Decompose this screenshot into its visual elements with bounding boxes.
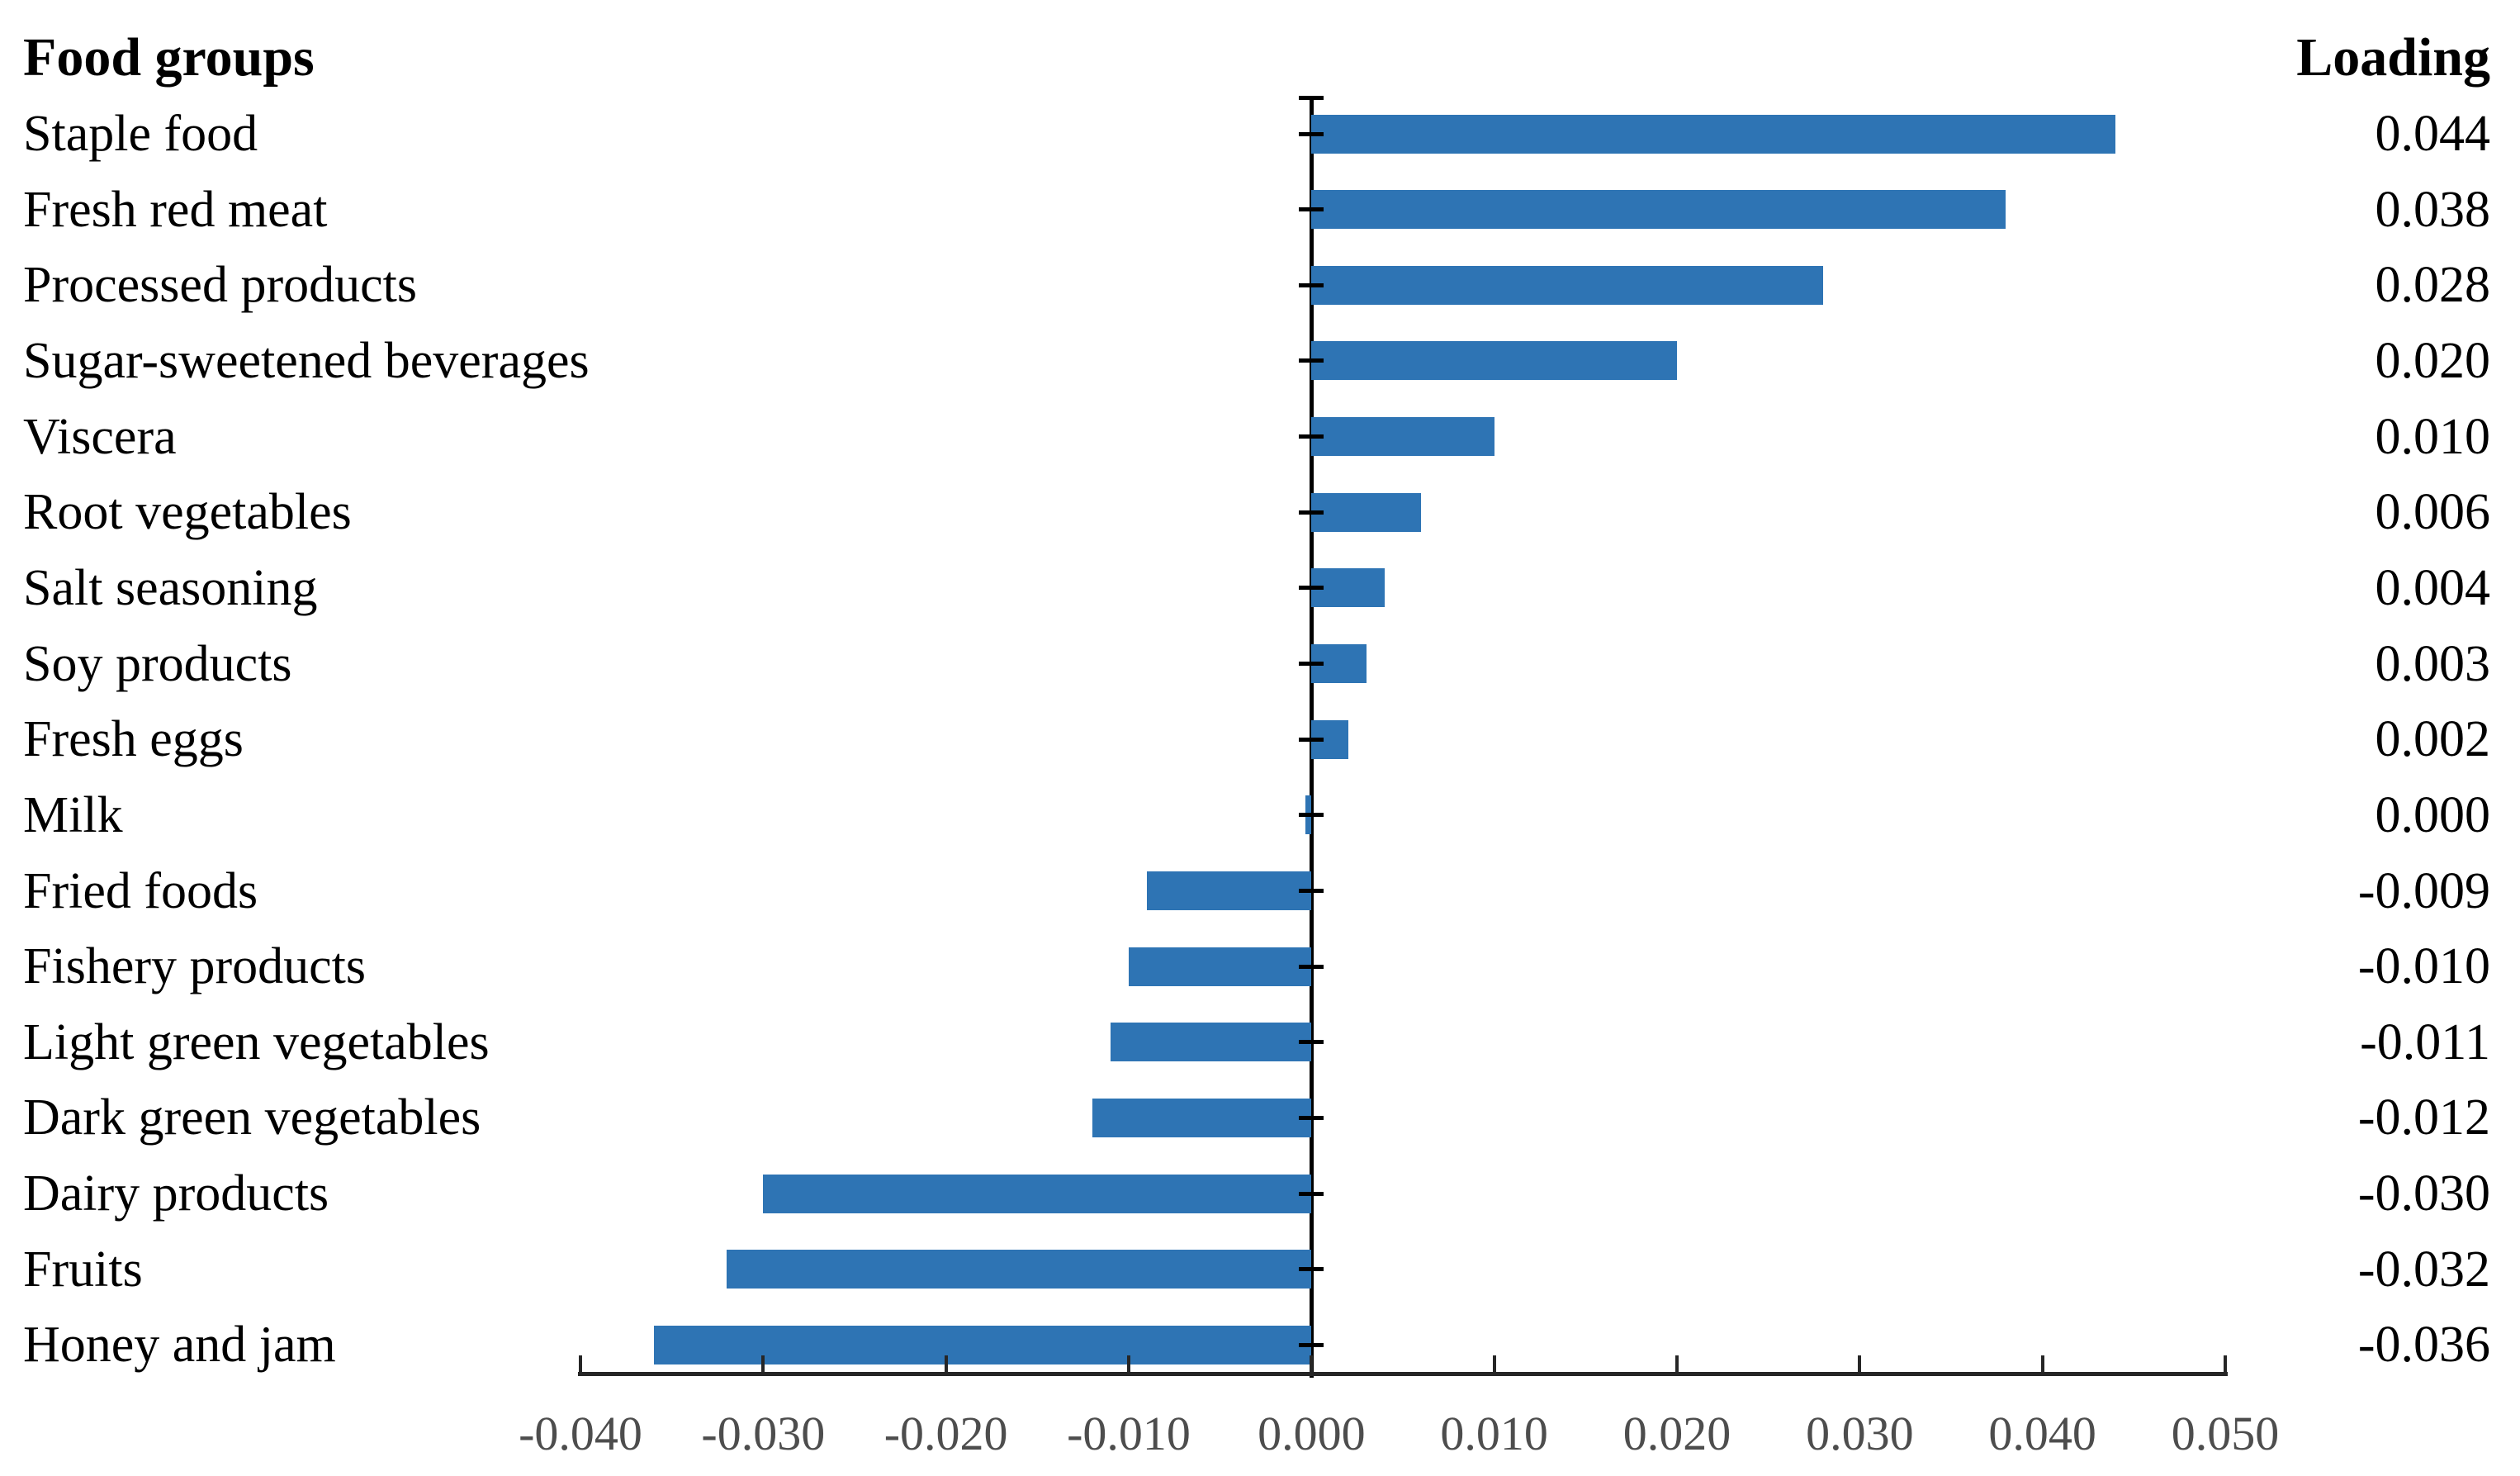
category-label: Salt seasoning <box>23 559 318 616</box>
category-label: Dark green vegetables <box>23 1089 481 1146</box>
loading-value: -0.032 <box>2357 1241 2490 1298</box>
column-header-loading: Loading <box>2296 27 2490 88</box>
x-axis-tick-label: 0.050 <box>2171 1407 2280 1460</box>
x-axis-tick-label: 0.000 <box>1258 1407 1366 1460</box>
category-label: Processed products <box>23 257 417 314</box>
bar-processed-products <box>1311 265 1824 305</box>
category-tick <box>1299 889 1324 893</box>
column-header-food-groups: Food groups <box>23 27 315 88</box>
category-tick <box>1299 1342 1324 1347</box>
bar-root-vegetables <box>1311 492 1422 532</box>
x-axis-tick-label: 0.020 <box>1622 1407 1731 1460</box>
category-tick <box>1299 207 1324 212</box>
x-axis-tick-label: 0.040 <box>1988 1407 2096 1460</box>
x-axis-tick <box>2040 1355 2044 1372</box>
category-label: Dairy products <box>23 1165 329 1222</box>
category-label: Root vegetables <box>23 484 352 541</box>
loading-value: 0.010 <box>2375 408 2491 465</box>
x-axis-tick <box>761 1355 765 1372</box>
loading-value: 0.003 <box>2375 635 2491 692</box>
bar-dairy-products <box>763 1174 1312 1213</box>
category-axis-end-tick <box>1299 96 1324 100</box>
category-label: Viscera <box>23 408 177 465</box>
x-axis-tick <box>1858 1355 1862 1372</box>
category-tick <box>1299 662 1324 667</box>
x-axis-tick <box>579 1355 582 1372</box>
x-axis-tick-label: 0.030 <box>1806 1407 1914 1460</box>
category-tick <box>1299 813 1324 818</box>
loading-value: 0.028 <box>2375 257 2491 314</box>
x-axis-tick <box>944 1355 948 1372</box>
category-tick <box>1299 131 1324 136</box>
loading-value: -0.011 <box>2360 1013 2490 1070</box>
category-tick <box>1299 586 1324 591</box>
category-tick <box>1299 1267 1324 1272</box>
bar-dark-green-vegetables <box>1092 1098 1312 1137</box>
bar-fruits <box>727 1250 1312 1289</box>
category-tick <box>1299 1040 1324 1045</box>
x-axis-tick <box>1675 1355 1679 1372</box>
category-label: Fried foods <box>23 862 258 919</box>
x-axis-tick-label: -0.030 <box>701 1407 826 1460</box>
x-axis-tick-label: -0.010 <box>1067 1407 1191 1460</box>
x-axis-tick <box>1492 1355 1496 1372</box>
x-axis-tick <box>1310 1355 1314 1372</box>
loading-value: 0.006 <box>2375 484 2491 541</box>
x-axis-tick-label: 0.010 <box>1440 1407 1548 1460</box>
category-label: Honey and jam <box>23 1317 336 1374</box>
loading-value: -0.030 <box>2357 1165 2490 1222</box>
category-tick <box>1299 358 1324 363</box>
bar-honey-and-jam <box>653 1325 1312 1364</box>
category-label: Fresh eggs <box>23 711 244 768</box>
category-tick <box>1299 737 1324 742</box>
loading-value: 0.004 <box>2375 559 2491 616</box>
category-label: Fishery products <box>23 938 367 995</box>
category-tick <box>1299 1115 1324 1120</box>
bar-light-green-vegetables <box>1110 1023 1312 1062</box>
x-axis-tick <box>2224 1355 2227 1372</box>
category-tick <box>1299 510 1324 515</box>
category-label: Soy products <box>23 635 292 692</box>
category-tick <box>1299 282 1324 287</box>
category-tick <box>1299 1191 1324 1196</box>
bar-fishery-products <box>1129 947 1312 986</box>
loading-value: 0.038 <box>2375 181 2491 238</box>
loading-value: -0.009 <box>2357 862 2490 919</box>
loading-value: 0.044 <box>2375 106 2491 162</box>
loading-value: -0.010 <box>2357 938 2490 995</box>
loading-value: -0.036 <box>2357 1317 2490 1374</box>
category-label: Light green vegetables <box>23 1013 490 1070</box>
category-label: Fresh red meat <box>23 181 328 238</box>
loading-value: 0.020 <box>2375 332 2491 389</box>
category-label: Milk <box>23 786 123 843</box>
category-label: Fruits <box>23 1241 143 1298</box>
x-axis-tick-label: -0.040 <box>519 1407 642 1460</box>
bar-sugar-sweetened-beverages <box>1311 341 1677 381</box>
loading-value: 0.000 <box>2375 786 2491 843</box>
bar-fried-foods <box>1147 871 1312 910</box>
category-label: Staple food <box>23 106 258 162</box>
bar-fresh-red-meat <box>1311 190 2006 230</box>
x-axis-tick-label: -0.020 <box>883 1407 1008 1460</box>
bar-staple-food <box>1311 114 2116 154</box>
category-label: Sugar-sweetened beverages <box>23 332 590 389</box>
x-axis-line <box>578 1371 2228 1376</box>
loading-value: -0.012 <box>2357 1089 2490 1146</box>
category-tick <box>1299 964 1324 969</box>
bar-viscera <box>1311 417 1494 457</box>
loading-value: 0.002 <box>2375 711 2491 768</box>
x-axis-tick <box>1127 1355 1130 1372</box>
category-tick <box>1299 434 1324 439</box>
